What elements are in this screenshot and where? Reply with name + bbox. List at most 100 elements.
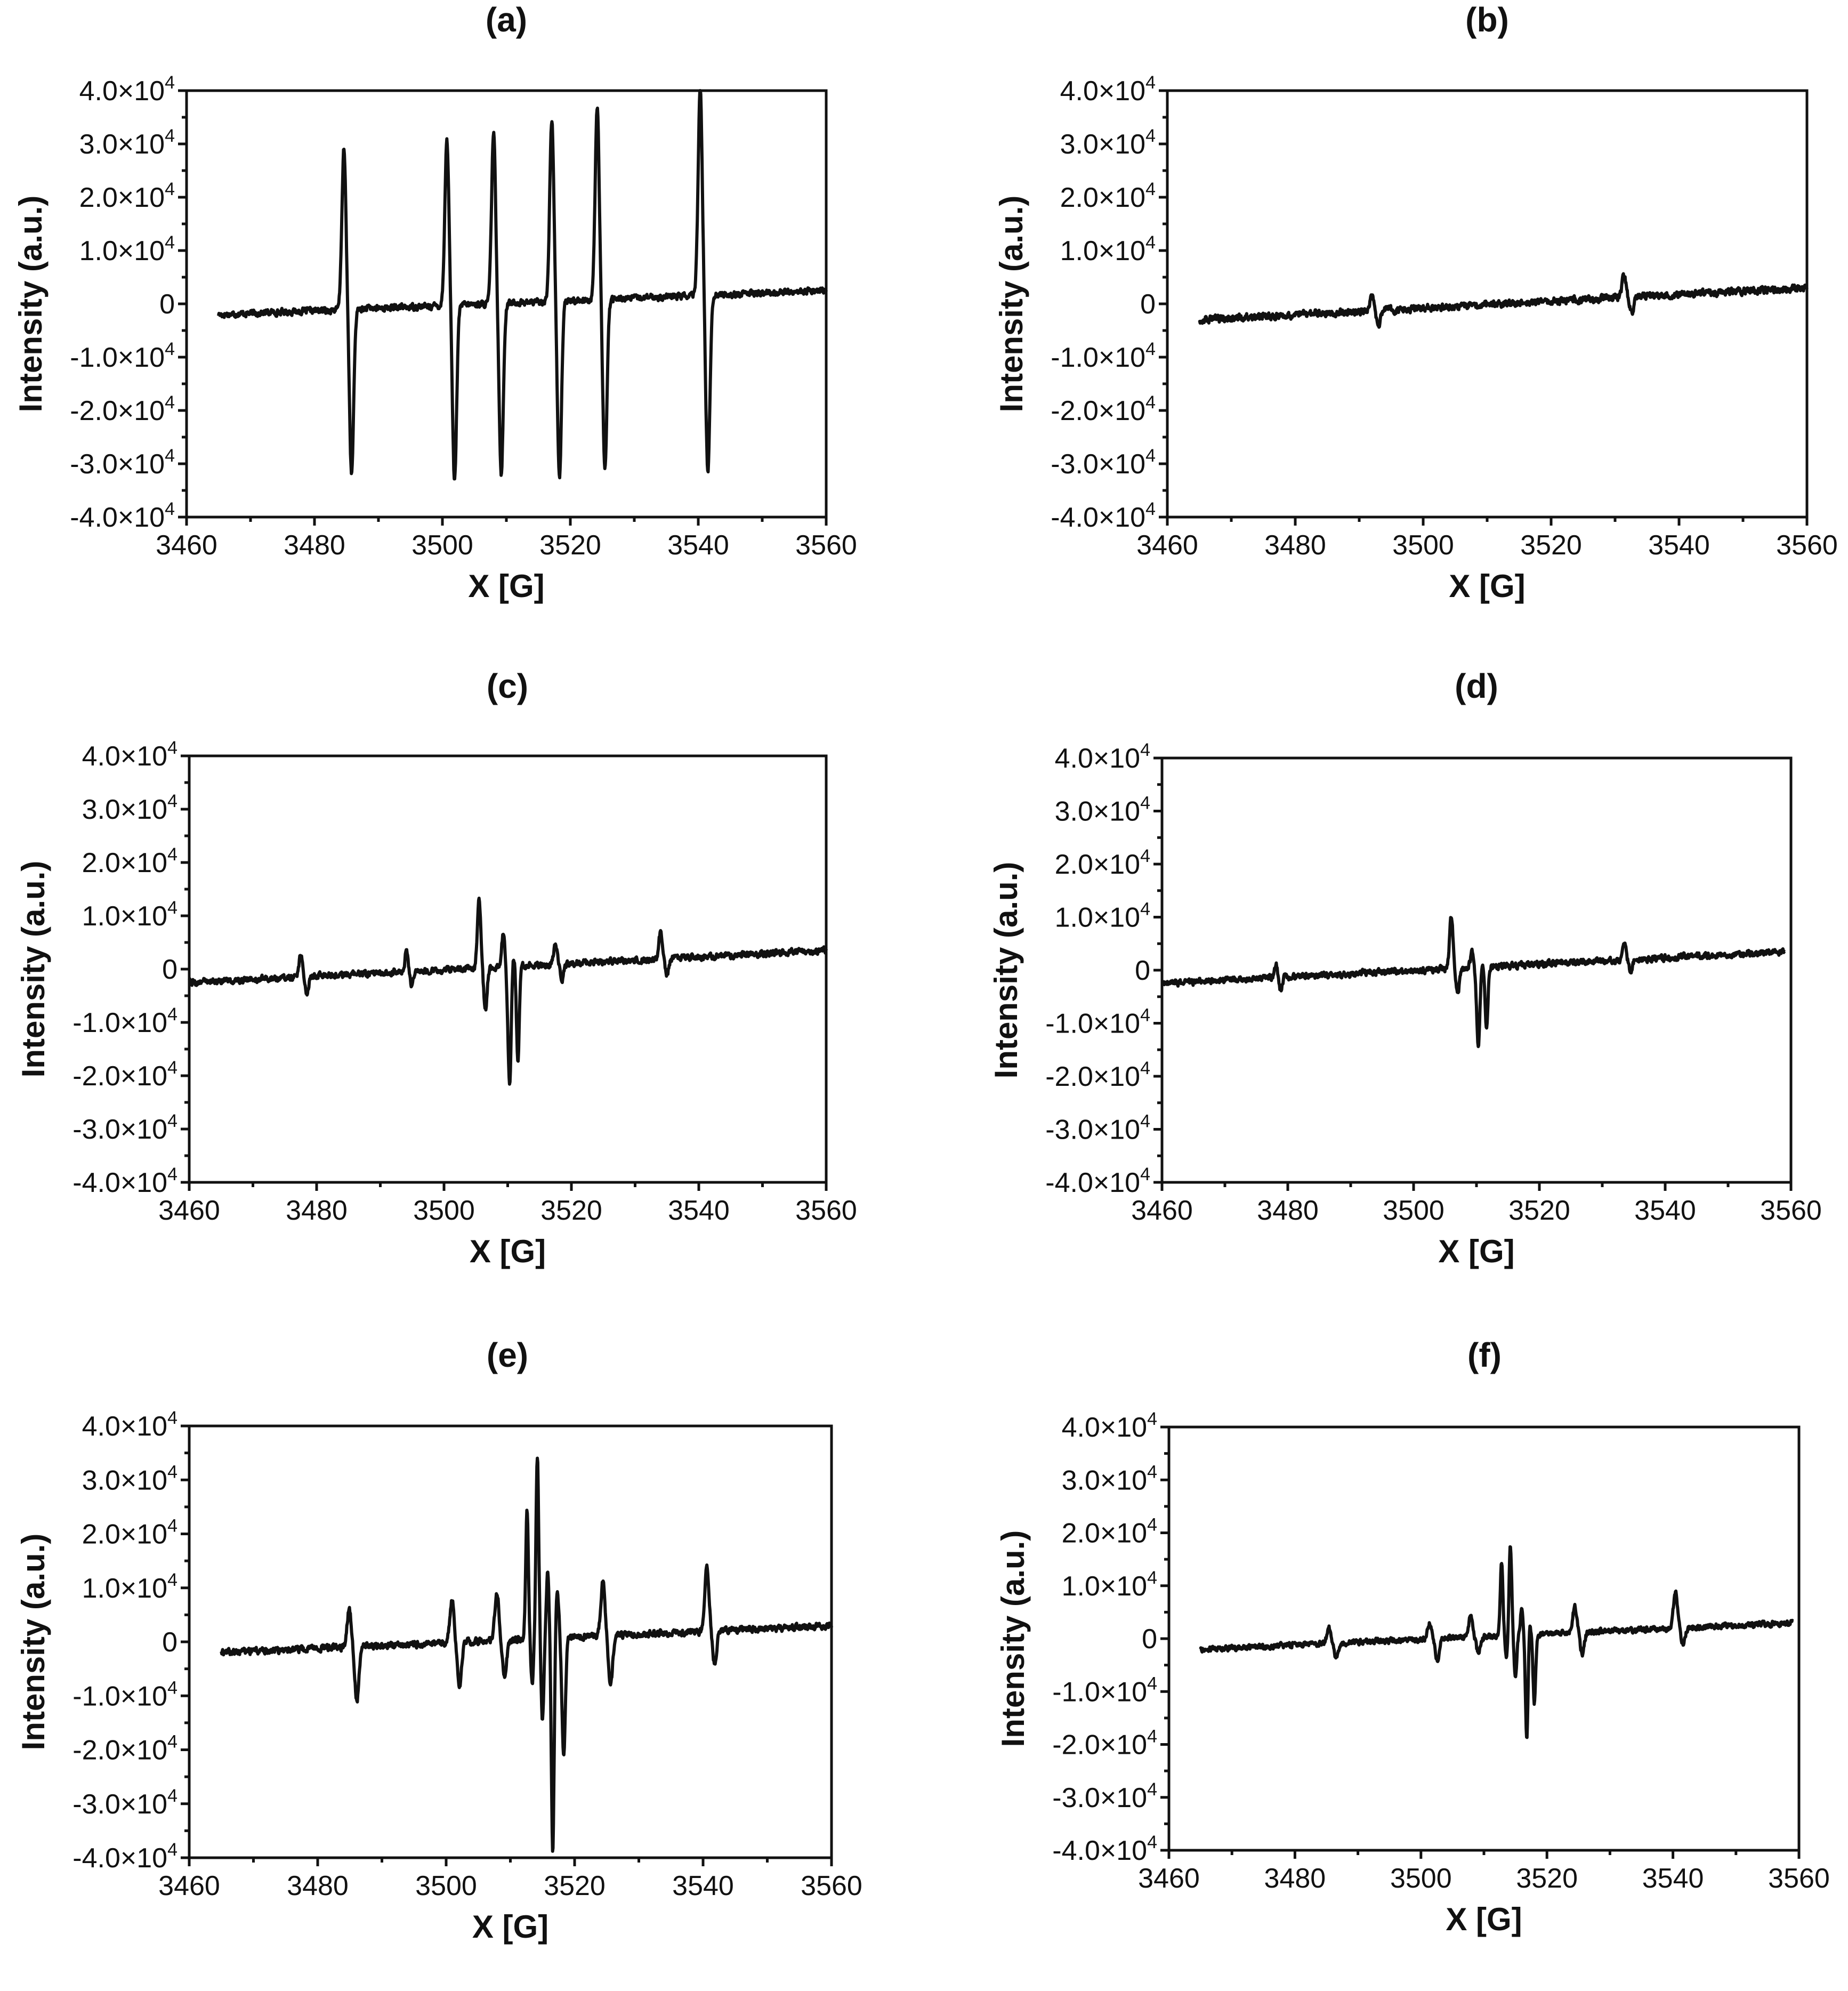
y-tick-label: -2.0×104 (1051, 392, 1156, 426)
y-tick-label: 3.0×104 (82, 791, 177, 825)
y-tick-label: -4.0×104 (72, 1164, 177, 1198)
x-tick-label: 3500 (1390, 1863, 1452, 1894)
panel-label: (a) (485, 1, 528, 39)
y-tick-label: 1.0×104 (1062, 1568, 1157, 1602)
x-tick-label: 3480 (284, 530, 345, 561)
y-tick-label: 2.0×104 (1062, 1515, 1157, 1549)
x-tick-label: 3540 (1642, 1863, 1704, 1894)
x-tick-label: 3540 (1648, 530, 1710, 561)
panel-label: (d) (1455, 667, 1498, 705)
y-tick-label: 0 (1140, 289, 1156, 320)
y-tick-label: -1.0×104 (70, 339, 175, 373)
x-tick-label: 3480 (1264, 530, 1326, 561)
x-tick-label: 3480 (1257, 1195, 1319, 1226)
y-tick-label: -4.0×104 (72, 1840, 177, 1874)
y-tick-label: -2.0×104 (72, 1732, 177, 1766)
x-tick-label: 3560 (801, 1871, 862, 1901)
y-axis-title: Intensity (a.u.) (988, 862, 1024, 1079)
y-tick-label: 4.0×104 (82, 738, 177, 772)
x-tick-label: 3560 (1760, 1195, 1822, 1226)
x-tick-label: 3520 (540, 1195, 602, 1226)
y-tick-label: -3.0×104 (70, 446, 175, 480)
x-tick-label: 3480 (1264, 1863, 1326, 1894)
x-tick-label: 3480 (287, 1871, 349, 1901)
chart-panel-c: (c) 3460 3480 3500 3520 3540 3560 4.0×104 3.0×1… (0, 666, 917, 1322)
y-tick-label: 0 (162, 1627, 177, 1658)
y-tick-label: -4.0×104 (70, 499, 175, 533)
chart-svg: 3460 3480 3500 3520 3540 3560 4.0×104 3.0×104 2.… (995, 1409, 1830, 1937)
panel-label: (f) (1467, 1336, 1502, 1374)
y-tick-label: -2.0×104 (72, 1058, 177, 1092)
x-tick-label: 3540 (667, 530, 729, 561)
y-tick-label: 4.0×104 (1055, 740, 1150, 774)
y-axis-title: Intensity (a.u.) (994, 196, 1029, 413)
x-tick-label: 3500 (411, 530, 473, 561)
x-axis-title: X [G] (468, 568, 544, 604)
y-tick-label: 1.0×104 (82, 1570, 177, 1604)
x-tick-label: 3520 (1516, 1863, 1578, 1894)
chart-panel-a: (a) 3460 3480 3500 3520 3540 3560 4.0×104 3.0×1… (0, 0, 917, 656)
y-tick-label: -4.0×104 (1051, 499, 1156, 533)
x-axis-title: X [G] (1446, 1901, 1522, 1937)
x-tick-label: 3560 (1776, 530, 1838, 561)
series-line (1198, 272, 1809, 329)
y-tick-label: 3.0×104 (1060, 126, 1156, 160)
chart-panel-d: (d) 3460 3480 3500 3520 3540 3560 4.0×104 3.0×1… (924, 666, 1841, 1322)
x-tick-label: 3480 (286, 1195, 348, 1226)
x-tick-label: 3500 (1392, 530, 1454, 561)
x-tick-label: 3520 (1508, 1195, 1570, 1226)
series-line (1199, 1545, 1794, 1739)
y-tick-label: -3.0×104 (72, 1111, 177, 1145)
x-tick-label: 3520 (539, 530, 601, 561)
y-tick-label: 3.0×104 (82, 1462, 177, 1496)
y-axis-title: Intensity (a.u.) (15, 1534, 51, 1751)
x-axis-title: X [G] (470, 1234, 546, 1269)
x-tick-label: 3460 (1131, 1195, 1193, 1226)
y-tick-label: -1.0×104 (1051, 339, 1156, 373)
y-tick-label: 1.0×104 (1060, 232, 1156, 267)
chart-panel-e: (e) 3460 3480 3500 3520 3540 3560 4.0×104 3.0×1… (0, 1335, 917, 1991)
x-tick-label: 3500 (413, 1195, 475, 1226)
panel-label: (c) (486, 667, 529, 705)
y-tick-label: 4.0×104 (82, 1408, 177, 1442)
y-tick-label: -4.0×104 (1052, 1832, 1157, 1866)
x-tick-label: 3500 (415, 1871, 477, 1901)
x-tick-label: 3460 (1136, 530, 1198, 561)
y-tick-label: 2.0×104 (79, 179, 175, 213)
y-tick-label: 0 (159, 289, 175, 320)
x-tick-label: 3560 (1768, 1863, 1830, 1894)
y-tick-label: 1.0×104 (1055, 899, 1150, 933)
chart-svg: 3460 3480 3500 3520 3540 3560 4.0×104 3.0×104 2.… (15, 1408, 862, 1945)
y-tick-label: 1.0×104 (82, 898, 177, 932)
x-tick-label: 3540 (1634, 1195, 1696, 1226)
y-tick-label: 2.0×104 (1055, 846, 1150, 880)
y-tick-label: -2.0×104 (70, 392, 175, 426)
y-tick-label: -2.0×104 (1052, 1727, 1157, 1761)
chart-svg: 3460 3480 3500 3520 3540 3560 4.0×104 3.0×104 2.… (994, 72, 1838, 604)
y-tick-label: 4.0×104 (1060, 72, 1156, 107)
y-tick-label: 0 (162, 954, 177, 985)
x-tick-label: 3460 (158, 1195, 220, 1226)
x-tick-label: 3460 (1138, 1863, 1200, 1894)
y-tick-label: -3.0×104 (1052, 1779, 1157, 1813)
chart-svg: 3460 3480 3500 3520 3540 3560 4.0×104 3.0×104 2.… (988, 740, 1822, 1269)
x-tick-label: 3460 (156, 530, 217, 561)
plot-frame (1160, 756, 1793, 1184)
y-tick-label: -1.0×104 (72, 1678, 177, 1712)
series-line (188, 897, 828, 1086)
y-tick-label: -1.0×104 (1052, 1673, 1157, 1707)
y-axis-title: Intensity (a.u.) (13, 196, 49, 413)
y-tick-label: 4.0×104 (79, 72, 175, 107)
x-axis-title: X [G] (1449, 568, 1525, 604)
x-tick-label: 3540 (668, 1195, 730, 1226)
y-tick-label: -3.0×104 (72, 1786, 177, 1820)
x-axis-title: X [G] (472, 1909, 548, 1945)
y-tick-label: -4.0×104 (1045, 1164, 1150, 1198)
chart-svg: 3460 3480 3500 3520 3540 3560 4.0×104 3.0×104 2.… (13, 72, 857, 604)
x-tick-label: 3500 (1383, 1195, 1444, 1226)
panel-label: (b) (1465, 1, 1509, 39)
y-tick-label: 2.0×104 (1060, 179, 1156, 213)
plot-frame (188, 754, 828, 1184)
x-tick-label: 3540 (672, 1871, 734, 1901)
y-tick-label: 3.0×104 (79, 126, 175, 160)
